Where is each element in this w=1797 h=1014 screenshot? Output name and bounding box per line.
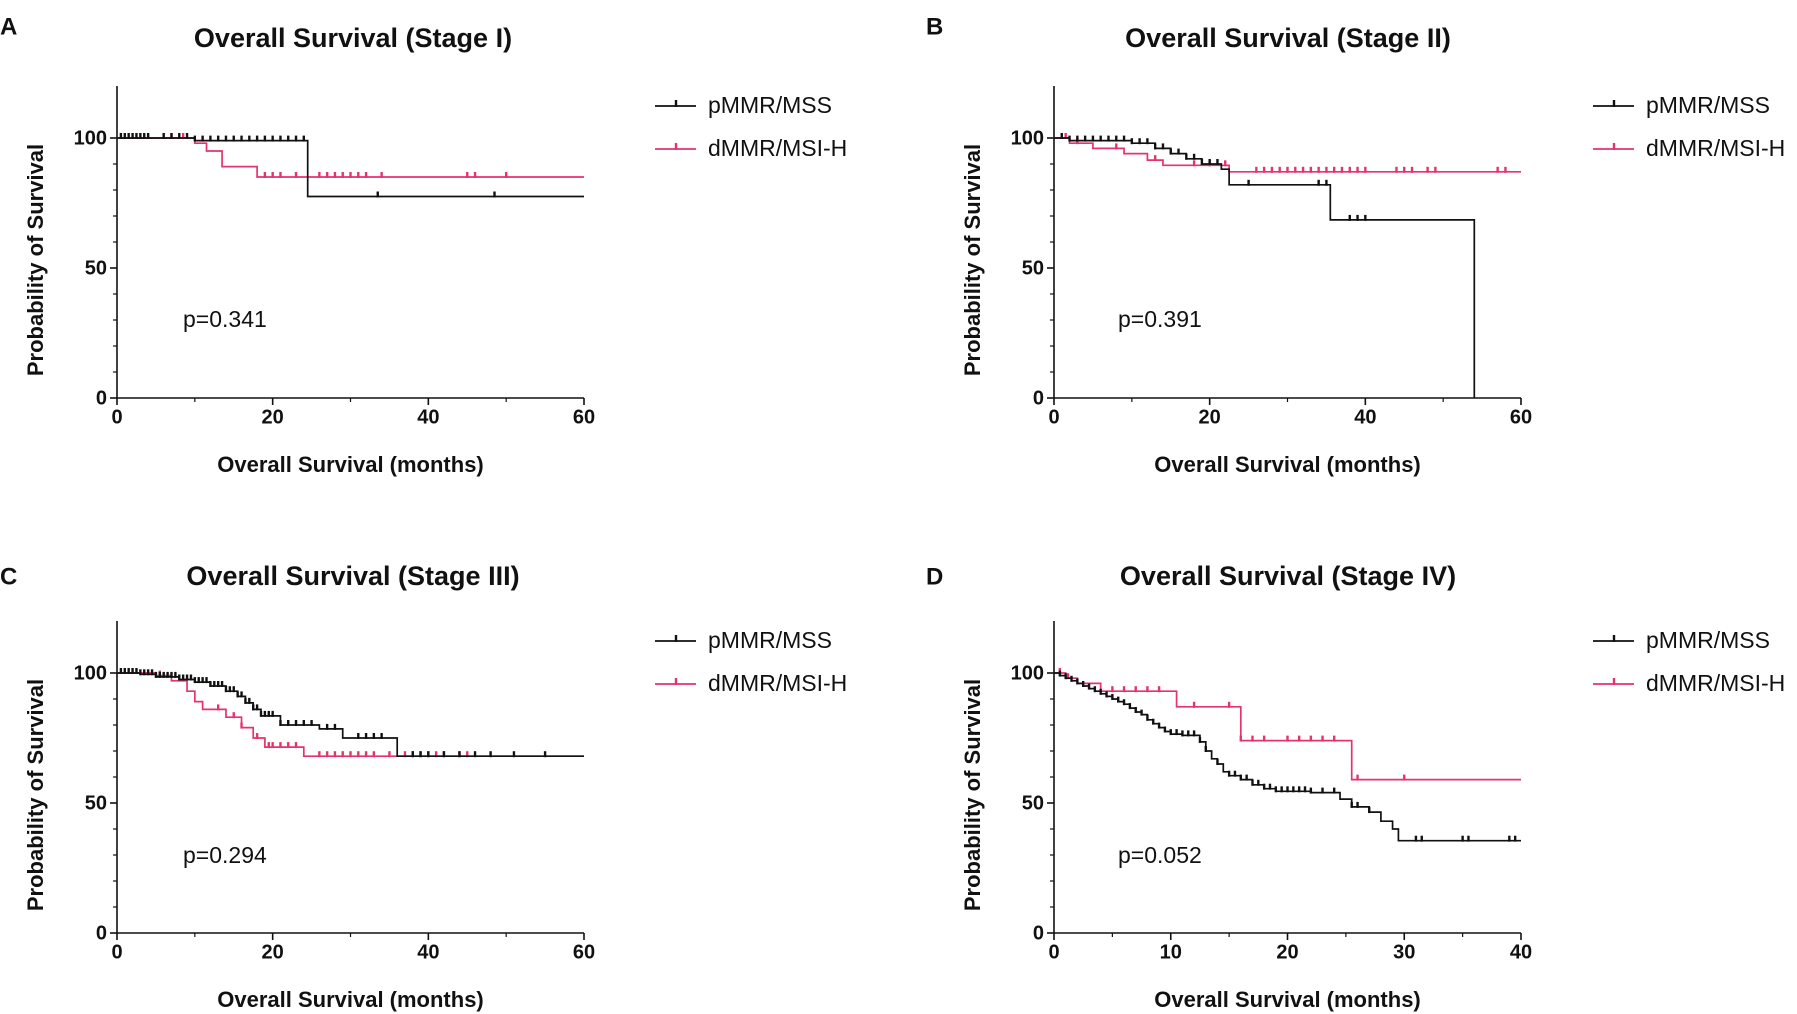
- p-value: p=0.052: [1118, 842, 1202, 868]
- x-tick-label: 20: [262, 406, 284, 428]
- x-tick-label: 40: [1510, 941, 1532, 963]
- chart-title: Overall Survival (Stage III): [186, 561, 519, 591]
- x-tick-label: 20: [1199, 406, 1221, 428]
- y-tick-label: 0: [96, 922, 107, 944]
- y-tick-label: 100: [1011, 127, 1044, 149]
- x-tick-label: 0: [111, 941, 122, 963]
- legend-label: dMMR/MSI-H: [1646, 135, 1785, 161]
- x-tick-label: 40: [1354, 406, 1376, 428]
- legend-label: pMMR/MSS: [1646, 627, 1770, 653]
- x-tick-label: 0: [1048, 941, 1059, 963]
- panel-d: D Overall Survival (Stage IV) 0 10 20 30 40 0 50…: [926, 561, 1785, 1012]
- legend-label: pMMR/MSS: [708, 627, 832, 653]
- legend-label: dMMR/MSI-H: [1646, 670, 1785, 696]
- y-axis-label: Probability of Survival: [960, 144, 985, 376]
- x-axis-label: Overall Survival (months): [217, 452, 484, 477]
- km-curve-dmmr: [1054, 137, 1521, 173]
- x-tick-label: 0: [111, 406, 122, 428]
- y-axis-label: Probability of Survival: [23, 679, 48, 911]
- p-value: p=0.391: [1118, 306, 1202, 332]
- km-curve-pmmr: [1054, 672, 1521, 842]
- panel-c: C Overall Survival (Stage III) 0 20 40 60 0 50 1…: [0, 561, 847, 1012]
- panel-b: B Overall Survival (Stage II) 0 20 40 60 0 50 10…: [926, 13, 1785, 476]
- x-tick-label: 60: [573, 406, 595, 428]
- km-curve-dmmr: [117, 137, 584, 178]
- p-value: p=0.294: [183, 842, 267, 868]
- x-axis-label: Overall Survival (months): [217, 987, 484, 1012]
- y-tick-label: 0: [1033, 387, 1044, 409]
- y-axis-label: Probability of Survival: [960, 679, 985, 911]
- x-tick-label: 40: [417, 941, 439, 963]
- chart-title: Overall Survival (Stage IV): [1120, 561, 1456, 591]
- x-axis-label: Overall Survival (months): [1154, 452, 1421, 477]
- panel-a: A Overall Survival (Stage I) 0 20 40 60 0 50 100…: [0, 13, 847, 476]
- x-tick-label: 20: [262, 941, 284, 963]
- legend-label: pMMR/MSS: [1646, 92, 1770, 118]
- x-tick-label: 0: [1048, 406, 1059, 428]
- y-tick-label: 0: [96, 387, 107, 409]
- x-tick-label: 30: [1393, 941, 1415, 963]
- x-tick-label: 40: [417, 406, 439, 428]
- y-tick-label: 0: [1033, 922, 1044, 944]
- panel-letter: B: [926, 13, 943, 40]
- km-curve-dmmr: [117, 672, 584, 758]
- y-tick-label: 100: [74, 662, 107, 684]
- y-tick-label: 50: [1022, 257, 1044, 279]
- legend-label: dMMR/MSI-H: [708, 135, 847, 161]
- y-tick-label: 100: [1011, 662, 1044, 684]
- x-tick-label: 10: [1160, 941, 1182, 963]
- y-tick-label: 50: [85, 792, 107, 814]
- y-axis-label: Probability of Survival: [23, 144, 48, 376]
- x-axis-label: Overall Survival (months): [1154, 987, 1421, 1012]
- y-tick-label: 50: [85, 257, 107, 279]
- x-tick-label: 60: [1510, 406, 1532, 428]
- chart-title: Overall Survival (Stage II): [1125, 23, 1451, 53]
- y-tick-label: 50: [1022, 792, 1044, 814]
- p-value: p=0.341: [183, 306, 267, 332]
- panel-letter: D: [926, 563, 943, 590]
- y-tick-label: 100: [74, 127, 107, 149]
- km-curve-pmmr: [117, 137, 584, 198]
- panel-letter: A: [0, 13, 17, 40]
- x-tick-label: 60: [573, 941, 595, 963]
- legend-label: dMMR/MSI-H: [708, 670, 847, 696]
- km-curve-pmmr: [1054, 137, 1476, 398]
- x-tick-label: 20: [1276, 941, 1298, 963]
- legend-label: pMMR/MSS: [708, 92, 832, 118]
- panel-letter: C: [0, 563, 17, 590]
- chart-title: Overall Survival (Stage I): [194, 23, 512, 53]
